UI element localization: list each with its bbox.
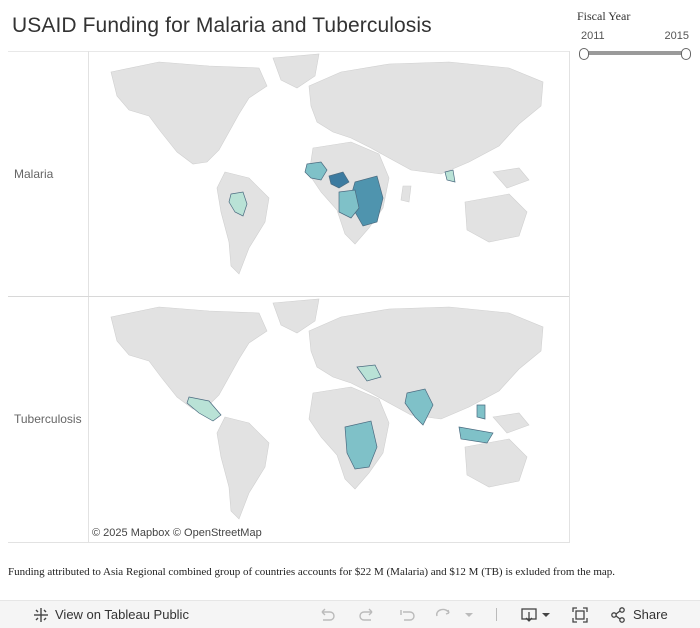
download-button[interactable] xyxy=(521,601,551,628)
slider-range-bar[interactable] xyxy=(583,51,687,55)
row-label-tuberculosis: Tuberculosis xyxy=(14,412,82,426)
region-west-africa xyxy=(304,161,328,181)
share-label: Share xyxy=(633,607,668,622)
share-icon xyxy=(611,606,625,623)
page-title: USAID Funding for Malaria and Tuberculos… xyxy=(12,14,432,37)
toolbar-separator xyxy=(496,608,497,621)
base-land xyxy=(110,298,544,520)
region-india xyxy=(404,388,434,426)
region-peru xyxy=(228,191,248,217)
region-philippines xyxy=(476,404,486,420)
row-label-malaria: Malaria xyxy=(14,167,54,181)
fiscal-year-label: Fiscal Year xyxy=(577,9,631,23)
view-on-tableau-button[interactable]: View on Tableau Public xyxy=(33,601,189,628)
undo-icon xyxy=(321,608,335,621)
refresh-button[interactable] xyxy=(434,601,454,628)
undo-button[interactable] xyxy=(318,601,336,628)
redo-icon xyxy=(359,608,373,621)
region-myanmar xyxy=(444,169,456,183)
map-attribution[interactable]: © 2025 Mapbox © OpenStreetMap xyxy=(92,527,262,539)
chevron-down-icon xyxy=(465,612,473,617)
slider-max-value: 2015 xyxy=(664,30,689,42)
region-central-asia xyxy=(356,364,382,382)
malaria-countries xyxy=(228,161,456,227)
tableau-logo-icon xyxy=(34,607,48,622)
grid-row-divider xyxy=(8,296,569,297)
refresh-icon xyxy=(436,608,450,616)
download-icon xyxy=(521,607,550,622)
fiscal-year-slider[interactable] xyxy=(577,48,693,60)
slider-left-handle[interactable] xyxy=(579,48,589,60)
tuberculosis-map[interactable] xyxy=(89,297,568,541)
base-land xyxy=(110,53,544,275)
revert-button[interactable] xyxy=(398,601,416,628)
region-mexico xyxy=(186,396,222,422)
region-drc xyxy=(338,189,360,219)
slider-min-value: 2011 xyxy=(581,30,605,42)
grid-top-line xyxy=(8,51,569,52)
region-nigeria xyxy=(328,171,350,189)
region-africa-tb xyxy=(344,420,378,470)
footnote: Funding attributed to Asia Regional comb… xyxy=(8,566,616,578)
pause-dropdown[interactable] xyxy=(464,601,474,628)
fullscreen-button[interactable] xyxy=(572,601,588,628)
tb-countries xyxy=(186,364,494,470)
revert-icon xyxy=(400,609,415,621)
fiscal-year-filter[interactable]: Fiscal Year 2011 2015 xyxy=(577,9,693,60)
region-indonesia xyxy=(458,426,494,444)
fullscreen-icon xyxy=(572,606,588,623)
map-grid: Malaria Tuberculosis xyxy=(8,51,570,543)
redo-button[interactable] xyxy=(358,601,376,628)
slider-right-handle[interactable] xyxy=(681,48,691,60)
view-on-tableau-label: View on Tableau Public xyxy=(55,607,189,622)
malaria-map[interactable] xyxy=(89,52,568,296)
share-button[interactable]: Share xyxy=(610,601,668,628)
tableau-toolbar: View on Tableau Public Sh xyxy=(0,600,700,628)
